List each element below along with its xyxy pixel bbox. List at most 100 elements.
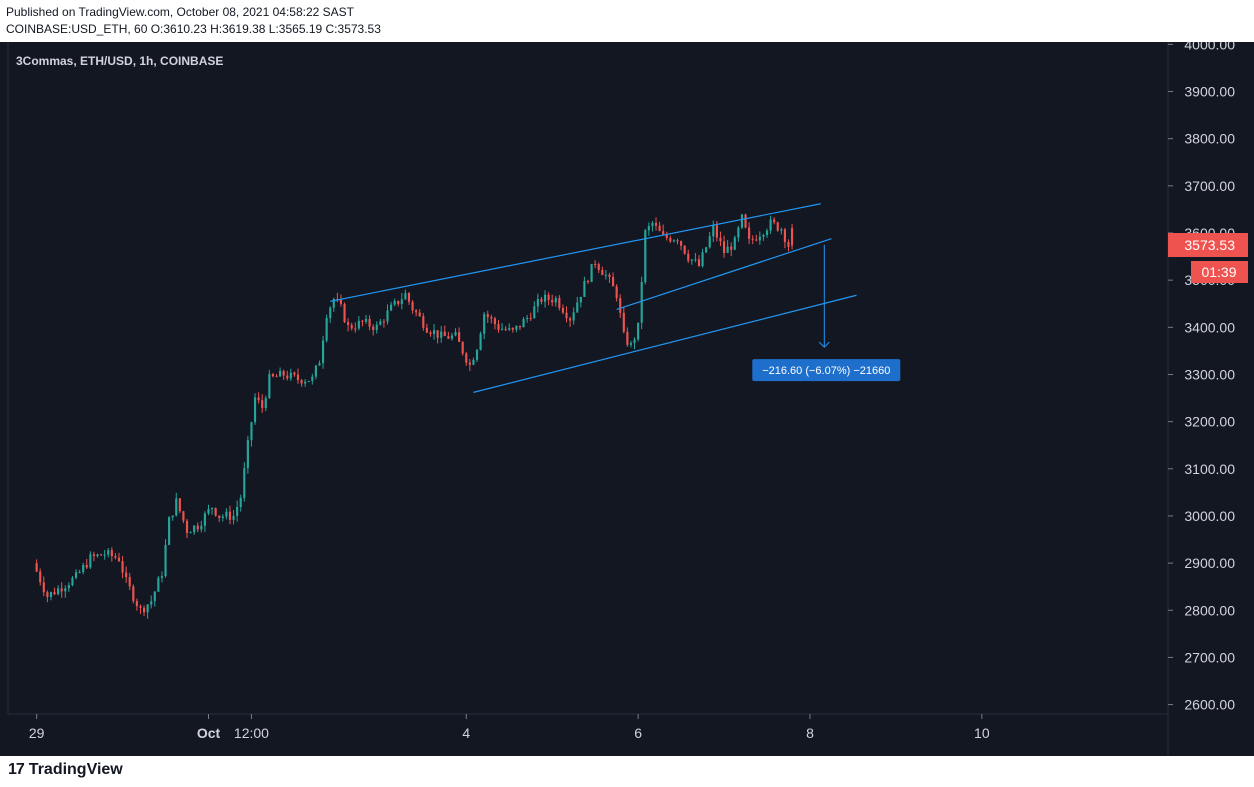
price-range-measure[interactable]: −216.60 (−6.07%) −21660: [752, 244, 901, 382]
candle-down: [654, 222, 658, 226]
time-tick-label: 6: [634, 725, 642, 741]
candle-down: [139, 606, 142, 608]
candle-down: [783, 229, 786, 243]
candle-up: [357, 320, 360, 329]
candle-up: [329, 307, 332, 319]
candle-up: [712, 225, 715, 237]
candle-down: [39, 571, 42, 583]
last-price-marker: 3573.53 01:39: [1168, 233, 1248, 283]
candle-up: [153, 591, 156, 602]
candle-down: [132, 586, 135, 602]
time-tick-label: 8: [806, 725, 814, 741]
candle-up: [765, 230, 769, 236]
candle-down: [669, 238, 672, 242]
candle-down: [218, 515, 221, 518]
candle-down: [261, 400, 264, 409]
candle-down: [121, 561, 124, 573]
candle-up: [576, 302, 579, 313]
price-tick-label: 3000.00: [1184, 508, 1235, 524]
candle-up: [526, 317, 529, 320]
candle-up: [325, 318, 328, 341]
wedge-lower-line[interactable]: [616, 238, 832, 310]
candle-up: [604, 274, 607, 276]
candle-down: [565, 312, 568, 319]
candle-up: [583, 281, 586, 297]
candle-up: [740, 214, 744, 228]
candle-down: [361, 320, 364, 322]
candle-up: [71, 577, 74, 586]
candle-down: [46, 592, 49, 598]
candle-up: [207, 508, 210, 514]
candle-up: [364, 318, 368, 322]
candle-down: [662, 231, 665, 235]
candle-up: [96, 554, 99, 557]
candle-down: [493, 318, 496, 325]
chart-area[interactable]: 4000.003900.003800.003700.003600.003500.…: [0, 36, 1254, 756]
candle-up: [239, 497, 242, 507]
tradingview-logo-text: TradingView: [28, 761, 123, 778]
candle-down: [185, 520, 189, 533]
candle-up: [264, 397, 267, 409]
candle-up: [479, 333, 482, 350]
candle-up: [780, 229, 783, 231]
candle-up: [332, 299, 335, 308]
candle-down: [368, 318, 371, 327]
last-price-box: [1168, 233, 1248, 257]
countdown-box: [1191, 261, 1248, 283]
candle-down: [117, 557, 121, 562]
measure-label: −216.60 (−6.07%) −21660: [762, 365, 890, 377]
candle-down: [135, 601, 138, 607]
candle-down: [300, 380, 303, 384]
candle-down: [658, 225, 661, 232]
candle-down: [468, 362, 471, 365]
candle-up: [432, 330, 436, 334]
candle-up: [250, 422, 253, 441]
candle-down: [622, 312, 625, 332]
upper-channel-line[interactable]: [330, 203, 821, 302]
candle-down: [382, 321, 385, 323]
candle-up: [705, 247, 708, 253]
candle-up: [232, 515, 235, 520]
candle-down: [486, 314, 489, 318]
candle-up: [74, 572, 78, 578]
candle-up: [543, 294, 547, 302]
candle-down: [114, 556, 117, 558]
candle-down: [776, 222, 779, 231]
candle-down: [465, 353, 468, 363]
candle-up: [189, 532, 192, 534]
price-axis[interactable]: 4000.003900.003800.003700.003600.003500.…: [1168, 36, 1235, 713]
candle-up: [651, 222, 654, 227]
last-price-label: 3573.53: [1184, 237, 1235, 253]
candle-up: [82, 564, 85, 573]
candle-up: [393, 300, 396, 305]
price-tick-label: 3800.00: [1184, 131, 1235, 147]
candle-down: [422, 316, 425, 328]
time-axis[interactable]: 29 Oct 12:00 4 6 8 10: [29, 714, 990, 741]
candle-down: [687, 253, 690, 261]
candle-up: [211, 507, 214, 509]
candle-up: [243, 468, 246, 498]
candle-down: [228, 511, 232, 520]
candle-down: [339, 299, 343, 304]
candle-down: [676, 240, 679, 242]
candle-down: [100, 554, 103, 556]
candle-down: [626, 331, 629, 345]
tradingview-logo-icon: 17: [8, 761, 25, 778]
candle-up: [522, 319, 525, 328]
candle-down: [540, 298, 543, 302]
candle-down: [429, 332, 432, 334]
price-tick-label: 4000.00: [1184, 42, 1235, 52]
candle-up: [200, 525, 203, 530]
lower-channel-line[interactable]: [473, 294, 857, 393]
measure-arrowhead: [818, 341, 830, 348]
tradingview-logo[interactable]: 17 TradingView: [8, 761, 123, 779]
candle-down: [458, 332, 461, 342]
price-chart[interactable]: 4000.003900.003800.003700.003600.003500.…: [0, 36, 1254, 756]
candle-up: [440, 331, 443, 338]
candle-down: [350, 324, 353, 329]
candle-up: [629, 343, 633, 345]
candle-down: [586, 281, 590, 283]
trendlines[interactable]: [330, 203, 857, 393]
candle-up: [501, 328, 504, 330]
candle-down: [35, 563, 38, 572]
